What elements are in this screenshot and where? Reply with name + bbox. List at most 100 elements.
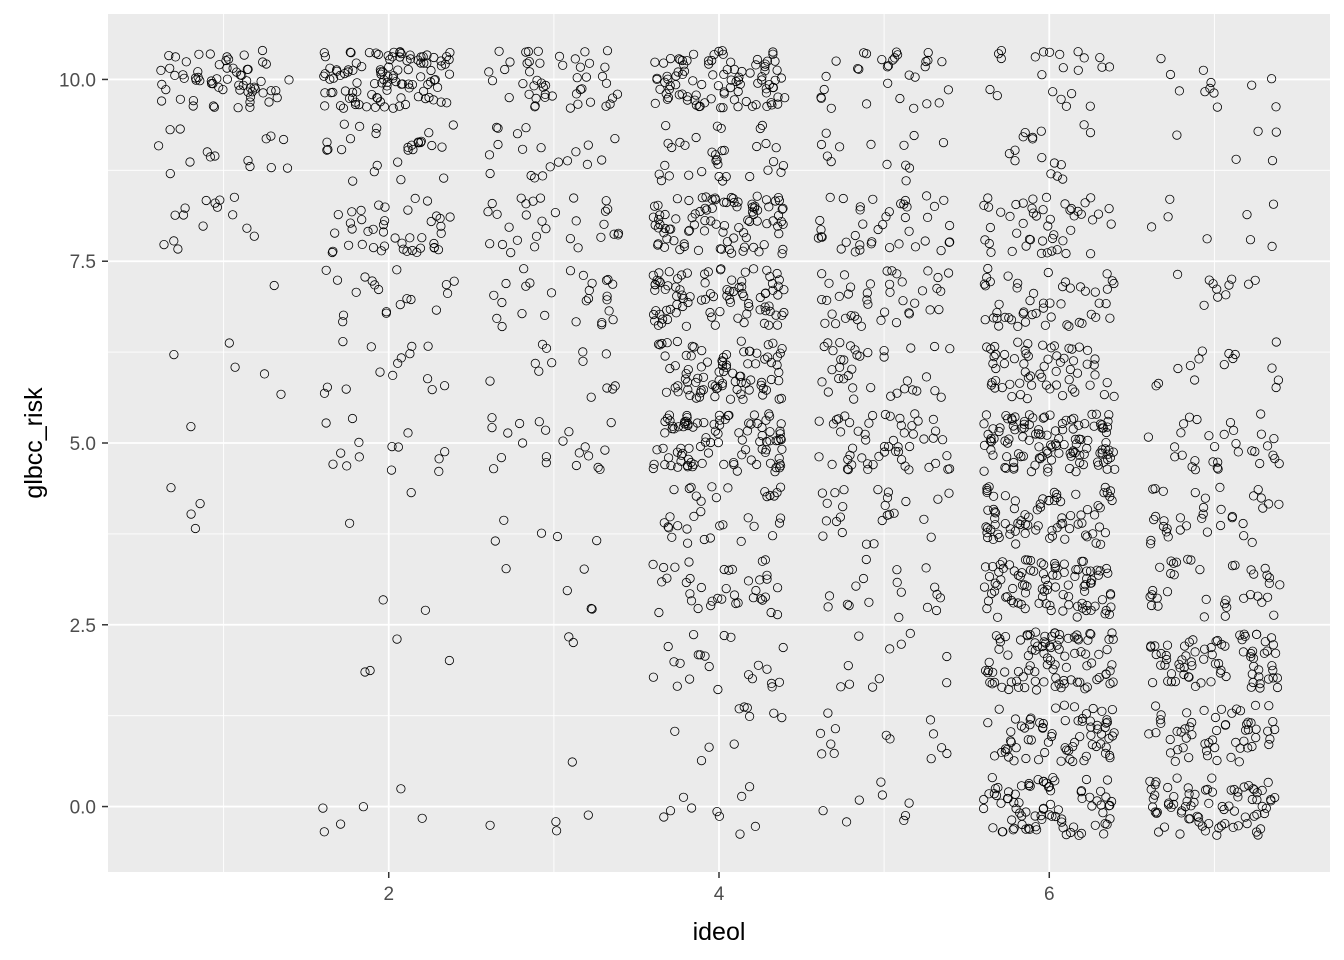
data-point	[569, 193, 579, 203]
data-point	[420, 605, 430, 615]
data-point	[1173, 269, 1183, 279]
data-point	[1047, 233, 1058, 244]
data-point	[1005, 379, 1015, 389]
data-point	[407, 341, 417, 351]
data-point	[904, 798, 914, 808]
data-point	[592, 535, 602, 546]
data-point	[865, 279, 876, 289]
data-point	[1252, 788, 1262, 798]
data-point	[672, 299, 682, 310]
data-point	[581, 296, 591, 306]
data-point	[245, 102, 255, 112]
data-point	[844, 600, 854, 611]
data-point	[1001, 592, 1011, 602]
data-point	[521, 123, 531, 133]
data-point	[496, 452, 506, 463]
data-point	[1204, 738, 1214, 748]
data-point	[725, 83, 736, 93]
data-point	[405, 50, 415, 60]
data-point	[188, 101, 198, 111]
data-point	[757, 75, 767, 85]
data-point	[1219, 359, 1229, 370]
data-point	[269, 280, 279, 291]
data-point	[1231, 737, 1241, 748]
data-point	[444, 54, 454, 65]
data-point	[718, 227, 728, 237]
data-point	[673, 462, 683, 472]
data-point	[678, 422, 689, 432]
data-point	[562, 585, 572, 596]
data-point	[517, 438, 528, 448]
data-point	[1020, 682, 1030, 693]
data-point	[233, 103, 243, 113]
data-point	[593, 462, 603, 472]
data-point	[1054, 629, 1065, 640]
data-point	[1109, 278, 1119, 289]
data-point	[335, 101, 346, 111]
data-point	[994, 644, 1004, 654]
data-point	[982, 483, 992, 493]
data-point	[579, 564, 589, 574]
data-point	[1271, 382, 1281, 393]
data-point	[716, 123, 726, 133]
data-point	[319, 388, 330, 398]
data-point	[1217, 801, 1227, 812]
data-point	[735, 79, 745, 89]
data-point	[518, 79, 528, 89]
data-point	[1199, 300, 1209, 310]
data-point	[1073, 519, 1083, 529]
data-point	[320, 69, 330, 79]
data-point	[1198, 65, 1209, 75]
data-point	[762, 56, 773, 66]
data-point	[1195, 564, 1205, 575]
data-point	[817, 232, 827, 242]
data-point	[729, 197, 739, 208]
data-point	[756, 380, 766, 390]
data-point	[1156, 660, 1166, 670]
data-point	[1079, 449, 1089, 459]
data-point	[1092, 720, 1102, 731]
data-point	[436, 61, 446, 71]
data-point	[1025, 714, 1035, 725]
data-point	[835, 427, 846, 437]
data-point	[1091, 538, 1101, 548]
data-point	[1047, 631, 1057, 641]
data-point	[855, 240, 865, 250]
data-point	[1264, 701, 1274, 711]
data-point	[1004, 560, 1015, 570]
data-point	[1082, 443, 1092, 453]
data-point	[899, 384, 910, 394]
data-point	[772, 583, 783, 593]
data-point	[823, 602, 833, 612]
data-point	[850, 247, 860, 257]
data-point	[552, 531, 563, 542]
data-point	[742, 309, 752, 319]
data-point	[1235, 743, 1245, 753]
data-point	[902, 376, 913, 386]
data-point	[1058, 236, 1068, 246]
data-point	[1053, 805, 1064, 815]
data-point	[1011, 539, 1021, 549]
data-point	[1102, 644, 1112, 655]
data-point	[1068, 756, 1078, 767]
data-point	[175, 94, 185, 104]
data-point	[1214, 823, 1224, 833]
data-point	[993, 49, 1004, 59]
data-point	[407, 140, 417, 150]
data-point	[1151, 728, 1161, 738]
data-point	[402, 246, 412, 256]
data-point	[995, 634, 1005, 644]
data-point	[733, 86, 743, 97]
data-point	[1070, 387, 1080, 397]
data-point	[1208, 279, 1218, 289]
data-point	[827, 309, 837, 319]
data-point	[416, 52, 426, 62]
x-axis-title: ideol	[693, 918, 746, 946]
data-point	[336, 145, 347, 155]
data-point	[1093, 457, 1103, 467]
data-point	[1200, 493, 1211, 503]
data-point	[765, 427, 775, 437]
data-point	[1056, 299, 1066, 309]
data-point	[731, 598, 741, 609]
data-point	[691, 491, 701, 501]
